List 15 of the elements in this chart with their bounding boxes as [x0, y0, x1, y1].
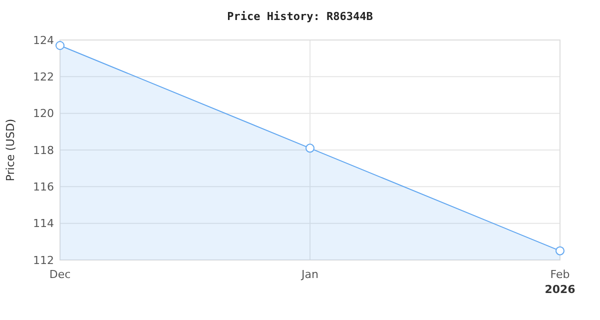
point — [306, 144, 314, 153]
x-tick-label: Jan — [300, 268, 318, 281]
y-tick-label: 118 — [33, 144, 54, 157]
chart-title: Price History: R86344B — [227, 10, 374, 23]
y-tick-label: 116 — [33, 180, 54, 194]
y-tick-label: 120 — [33, 107, 54, 120]
point — [56, 41, 64, 50]
y-tick-label: 124 — [33, 34, 54, 47]
y-axis-title: Price (USD) — [4, 118, 17, 182]
point — [556, 246, 564, 256]
x-tick-label: Feb 2026 — [544, 268, 576, 296]
y-tick-label: 122 — [33, 70, 54, 84]
y-tick-label: 114 — [33, 217, 54, 230]
x-tick-label: Dec — [49, 268, 71, 281]
y-tick-label: 112 — [33, 254, 54, 267]
